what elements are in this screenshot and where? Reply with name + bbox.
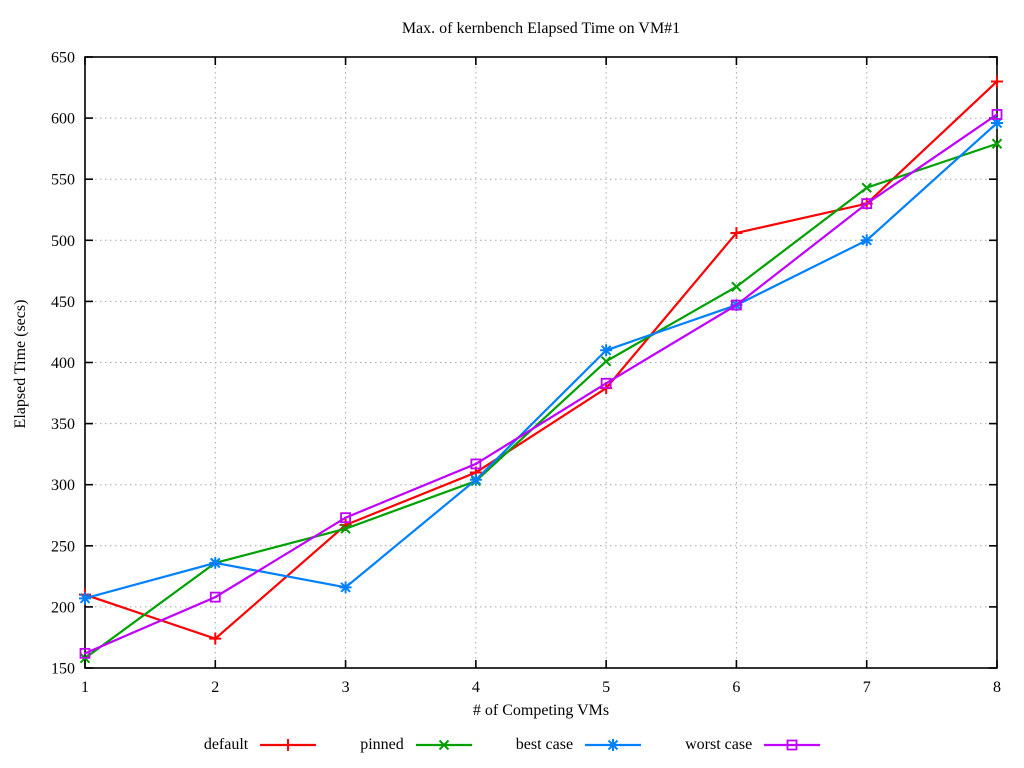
- y-tick-label: 400: [51, 355, 75, 372]
- y-tick-label: 200: [51, 599, 75, 616]
- y-tick-label: 250: [51, 538, 75, 555]
- axes-border: [84, 56, 998, 669]
- tick-labels: 150 200 250 300 350 400 450 500 550 600 650 1 2 3 4 5 6 7…: [51, 50, 1001, 697]
- data-point-marker: [340, 512, 351, 524]
- y-tick-label: 500: [51, 233, 75, 250]
- legend-item-best-case: best case: [515, 736, 642, 754]
- y-tick-label: 300: [51, 477, 75, 494]
- legend-label: best case: [515, 736, 574, 753]
- y-tick-label: 350: [51, 416, 75, 433]
- series-line: [84, 142, 998, 660]
- data-point-marker: [79, 592, 91, 605]
- x-tick-label: 7: [863, 679, 871, 696]
- data-point-marker: [209, 591, 221, 603]
- x-tick-label: 1: [81, 679, 89, 696]
- x-tick-label: 8: [993, 679, 1001, 696]
- x-tick-label: 4: [472, 679, 480, 696]
- legend-item-worst-case: worst case: [685, 736, 821, 754]
- legend-item-default: default: [203, 736, 317, 754]
- y-tick-label: 550: [51, 172, 75, 189]
- legend-key-sample: [764, 739, 821, 751]
- series-line: [84, 122, 998, 600]
- legend-marker: [282, 739, 295, 751]
- data-point-marker: [731, 281, 742, 292]
- legend-label: pinned: [360, 736, 404, 753]
- data-point-marker: [209, 556, 222, 569]
- data-point-marker: [209, 632, 222, 645]
- legend-marker: [607, 739, 620, 751]
- data-point-marker: [991, 75, 1003, 88]
- series-line: [84, 113, 998, 655]
- data-point-marker: [470, 458, 482, 470]
- legend: default pinned best case worst case: [0, 736, 1024, 754]
- y-tick-label: 450: [51, 294, 75, 311]
- data-point-marker: [339, 581, 352, 594]
- series-worst-case: [79, 109, 1003, 659]
- x-tick-label: 6: [732, 679, 740, 696]
- data-point-marker: [991, 138, 1003, 149]
- data-point-marker: [600, 377, 612, 389]
- data-point-marker: [731, 299, 742, 311]
- y-tick-label: 150: [51, 661, 75, 678]
- x-tick-label: 2: [211, 679, 219, 696]
- data-point-marker: [600, 356, 612, 367]
- chart-title: Max. of kernbench Elapsed Time on VM#1: [401, 20, 681, 37]
- gridlines: [85, 57, 997, 668]
- data-point-marker: [861, 198, 873, 210]
- data-point-marker: [861, 182, 872, 193]
- legend-marker: [438, 739, 449, 751]
- series-line: [84, 80, 998, 640]
- data-point-marker: [730, 226, 743, 239]
- data-point-marker: [860, 234, 873, 247]
- x-tick-label: 3: [342, 679, 350, 696]
- data-point-marker: [469, 473, 482, 486]
- data-point-marker: [991, 109, 1003, 120]
- x-axis-label: # of Competing VMs: [472, 702, 610, 719]
- series-pinned: [79, 138, 1003, 664]
- y-tick-label: 650: [51, 50, 75, 67]
- x-tick-label: 5: [602, 679, 610, 696]
- legend-key-sample: [260, 739, 317, 751]
- legend-label: worst case: [685, 736, 753, 753]
- y-tick-label: 600: [51, 111, 75, 128]
- data-point-marker: [340, 523, 351, 534]
- data-point-marker: [79, 647, 91, 659]
- series-best-case: [79, 116, 1003, 605]
- legend-key-sample: [585, 739, 642, 751]
- legend-key-sample: [415, 739, 472, 751]
- legend-item-pinned: pinned: [360, 736, 472, 754]
- legend-marker: [786, 739, 798, 751]
- legend-label: default: [203, 736, 249, 753]
- data-point-marker: [600, 344, 613, 357]
